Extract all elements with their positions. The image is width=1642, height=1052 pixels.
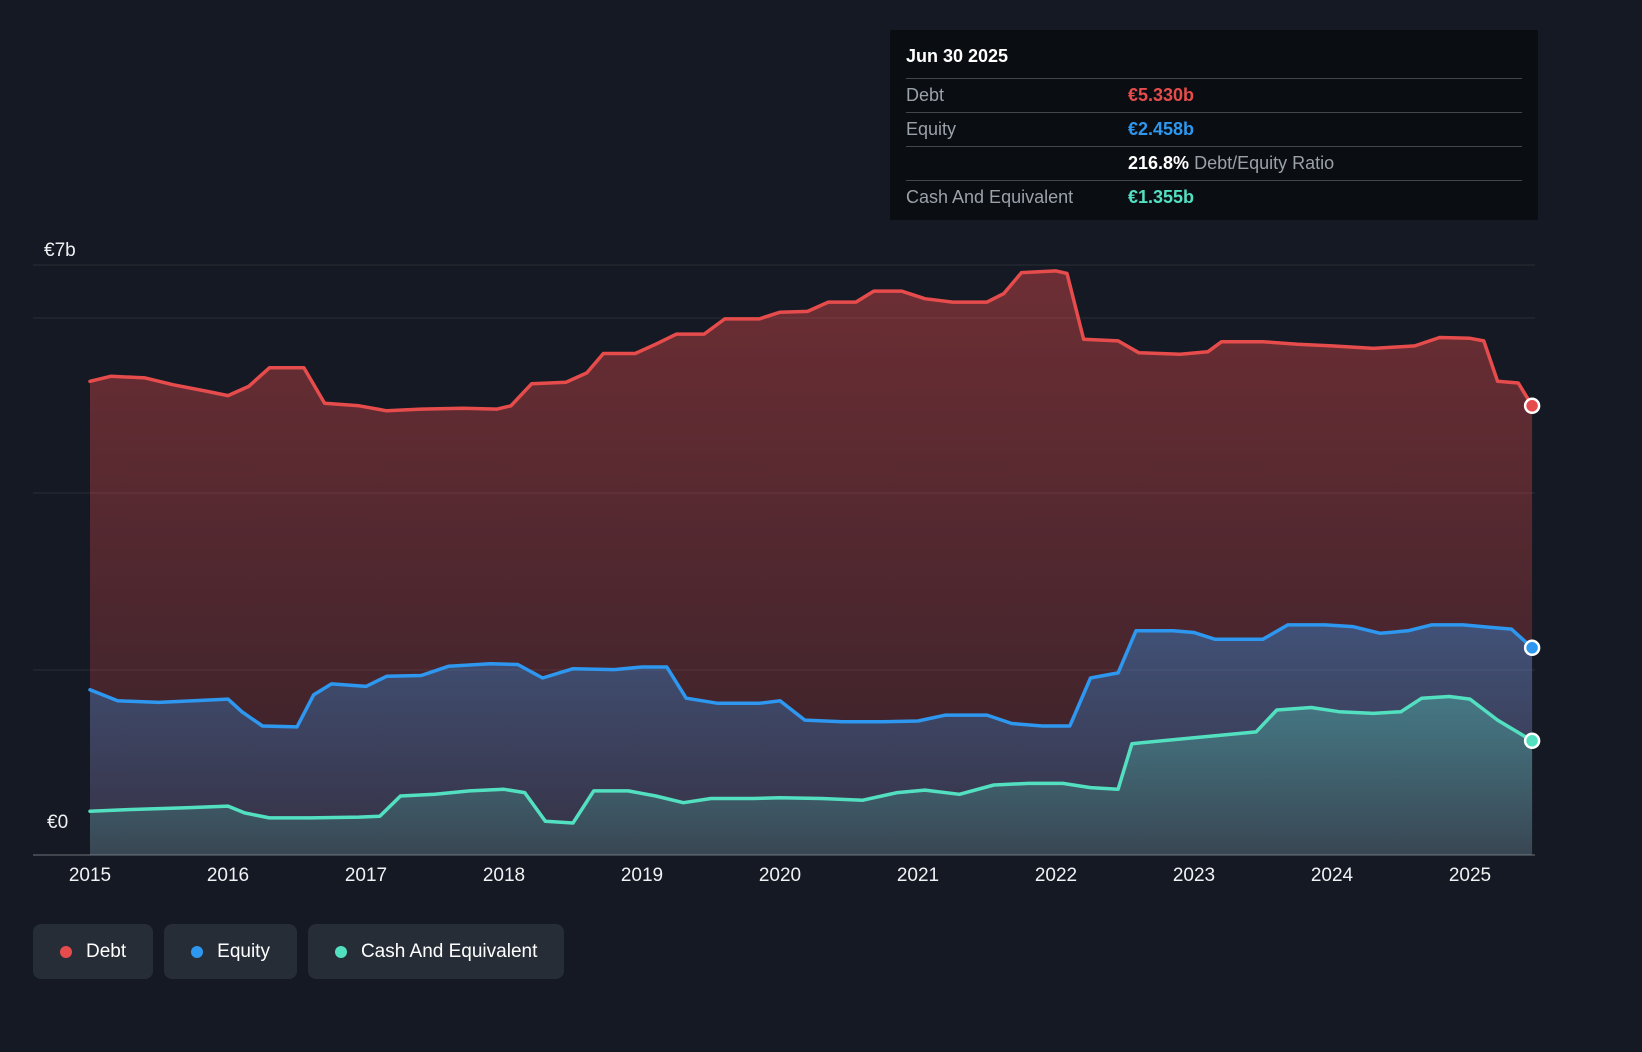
equity-end-marker[interactable]: [1523, 639, 1541, 657]
cash-line[interactable]: [88, 694, 1534, 825]
x-tick-label-2024: 2024: [1311, 865, 1354, 886]
tooltip-equity-label: Equity: [906, 119, 957, 139]
x-tick-label-2018: 2018: [483, 865, 525, 886]
tooltip-cash-label: Cash And Equivalent: [906, 187, 1074, 207]
x-tick-label-2017: 2017: [345, 865, 387, 886]
legend-label-debt: Debt: [86, 940, 127, 962]
tooltip-ratio-label-text: Debt/Equity Ratio: [1194, 153, 1335, 173]
legend: Debt Equity Cash And Equivalent: [33, 924, 565, 979]
x-tick-label-2025: 2025: [1449, 865, 1491, 886]
tooltip-cash-value: €1.355b: [1128, 187, 1195, 207]
cash-legend-dot-icon: [334, 945, 347, 958]
tooltip-ratio: 216.8% Debt/Equity Ratio: [1128, 153, 1522, 174]
debt-legend-dot-icon: [60, 945, 72, 958]
x-tick-label-2016: 2016: [207, 865, 249, 886]
debt-line[interactable]: [88, 269, 1534, 413]
debt-end-marker[interactable]: [1523, 397, 1541, 415]
x-tick-label-2021: 2021: [897, 865, 939, 886]
legend-item-cash[interactable]: Cash And Equivalent: [307, 924, 565, 979]
tooltip-row-equity: Equity €2.458b: [906, 112, 1522, 146]
tooltip-debt-value: €5.330b: [1128, 85, 1195, 105]
legend-label-equity: Equity: [217, 940, 270, 962]
x-tick-label-2015: 2015: [69, 865, 111, 886]
cash-end-marker[interactable]: [1523, 732, 1541, 750]
tooltip-equity-value: €2.458b: [1128, 119, 1195, 139]
legend-item-equity[interactable]: Equity: [164, 924, 297, 979]
x-tick-label-2020: 2020: [759, 865, 801, 886]
equity-legend-dot-icon: [191, 945, 204, 958]
tooltip-row-ratio: 216.8% Debt/Equity Ratio: [906, 146, 1522, 180]
y-axis-label-top: €7b: [44, 240, 76, 261]
y-axis-label-bottom: €0: [47, 812, 69, 833]
cash-area: [90, 696, 1533, 855]
tooltip-row-cash: Cash And Equivalent €1.355b: [906, 180, 1522, 214]
tooltip-ratio-value: 216.8%: [1128, 153, 1190, 173]
tooltip-row-debt: Debt €5.330b: [906, 78, 1522, 112]
x-tick-label-2023: 2023: [1173, 865, 1215, 886]
equity-line[interactable]: [88, 623, 1534, 729]
x-tick-label-2019: 2019: [621, 865, 663, 886]
legend-label-cash: Cash And Equivalent: [360, 940, 538, 962]
tooltip-debt-label: Debt: [906, 85, 945, 105]
legend-item-debt[interactable]: Debt: [33, 924, 154, 979]
x-tick-label-2022: 2022: [1035, 865, 1077, 886]
chart-tooltip: Jun 30 2025 Debt €5.330b Equity €2.458b …: [890, 30, 1538, 220]
tooltip-date: Jun 30 2025: [906, 46, 1009, 66]
